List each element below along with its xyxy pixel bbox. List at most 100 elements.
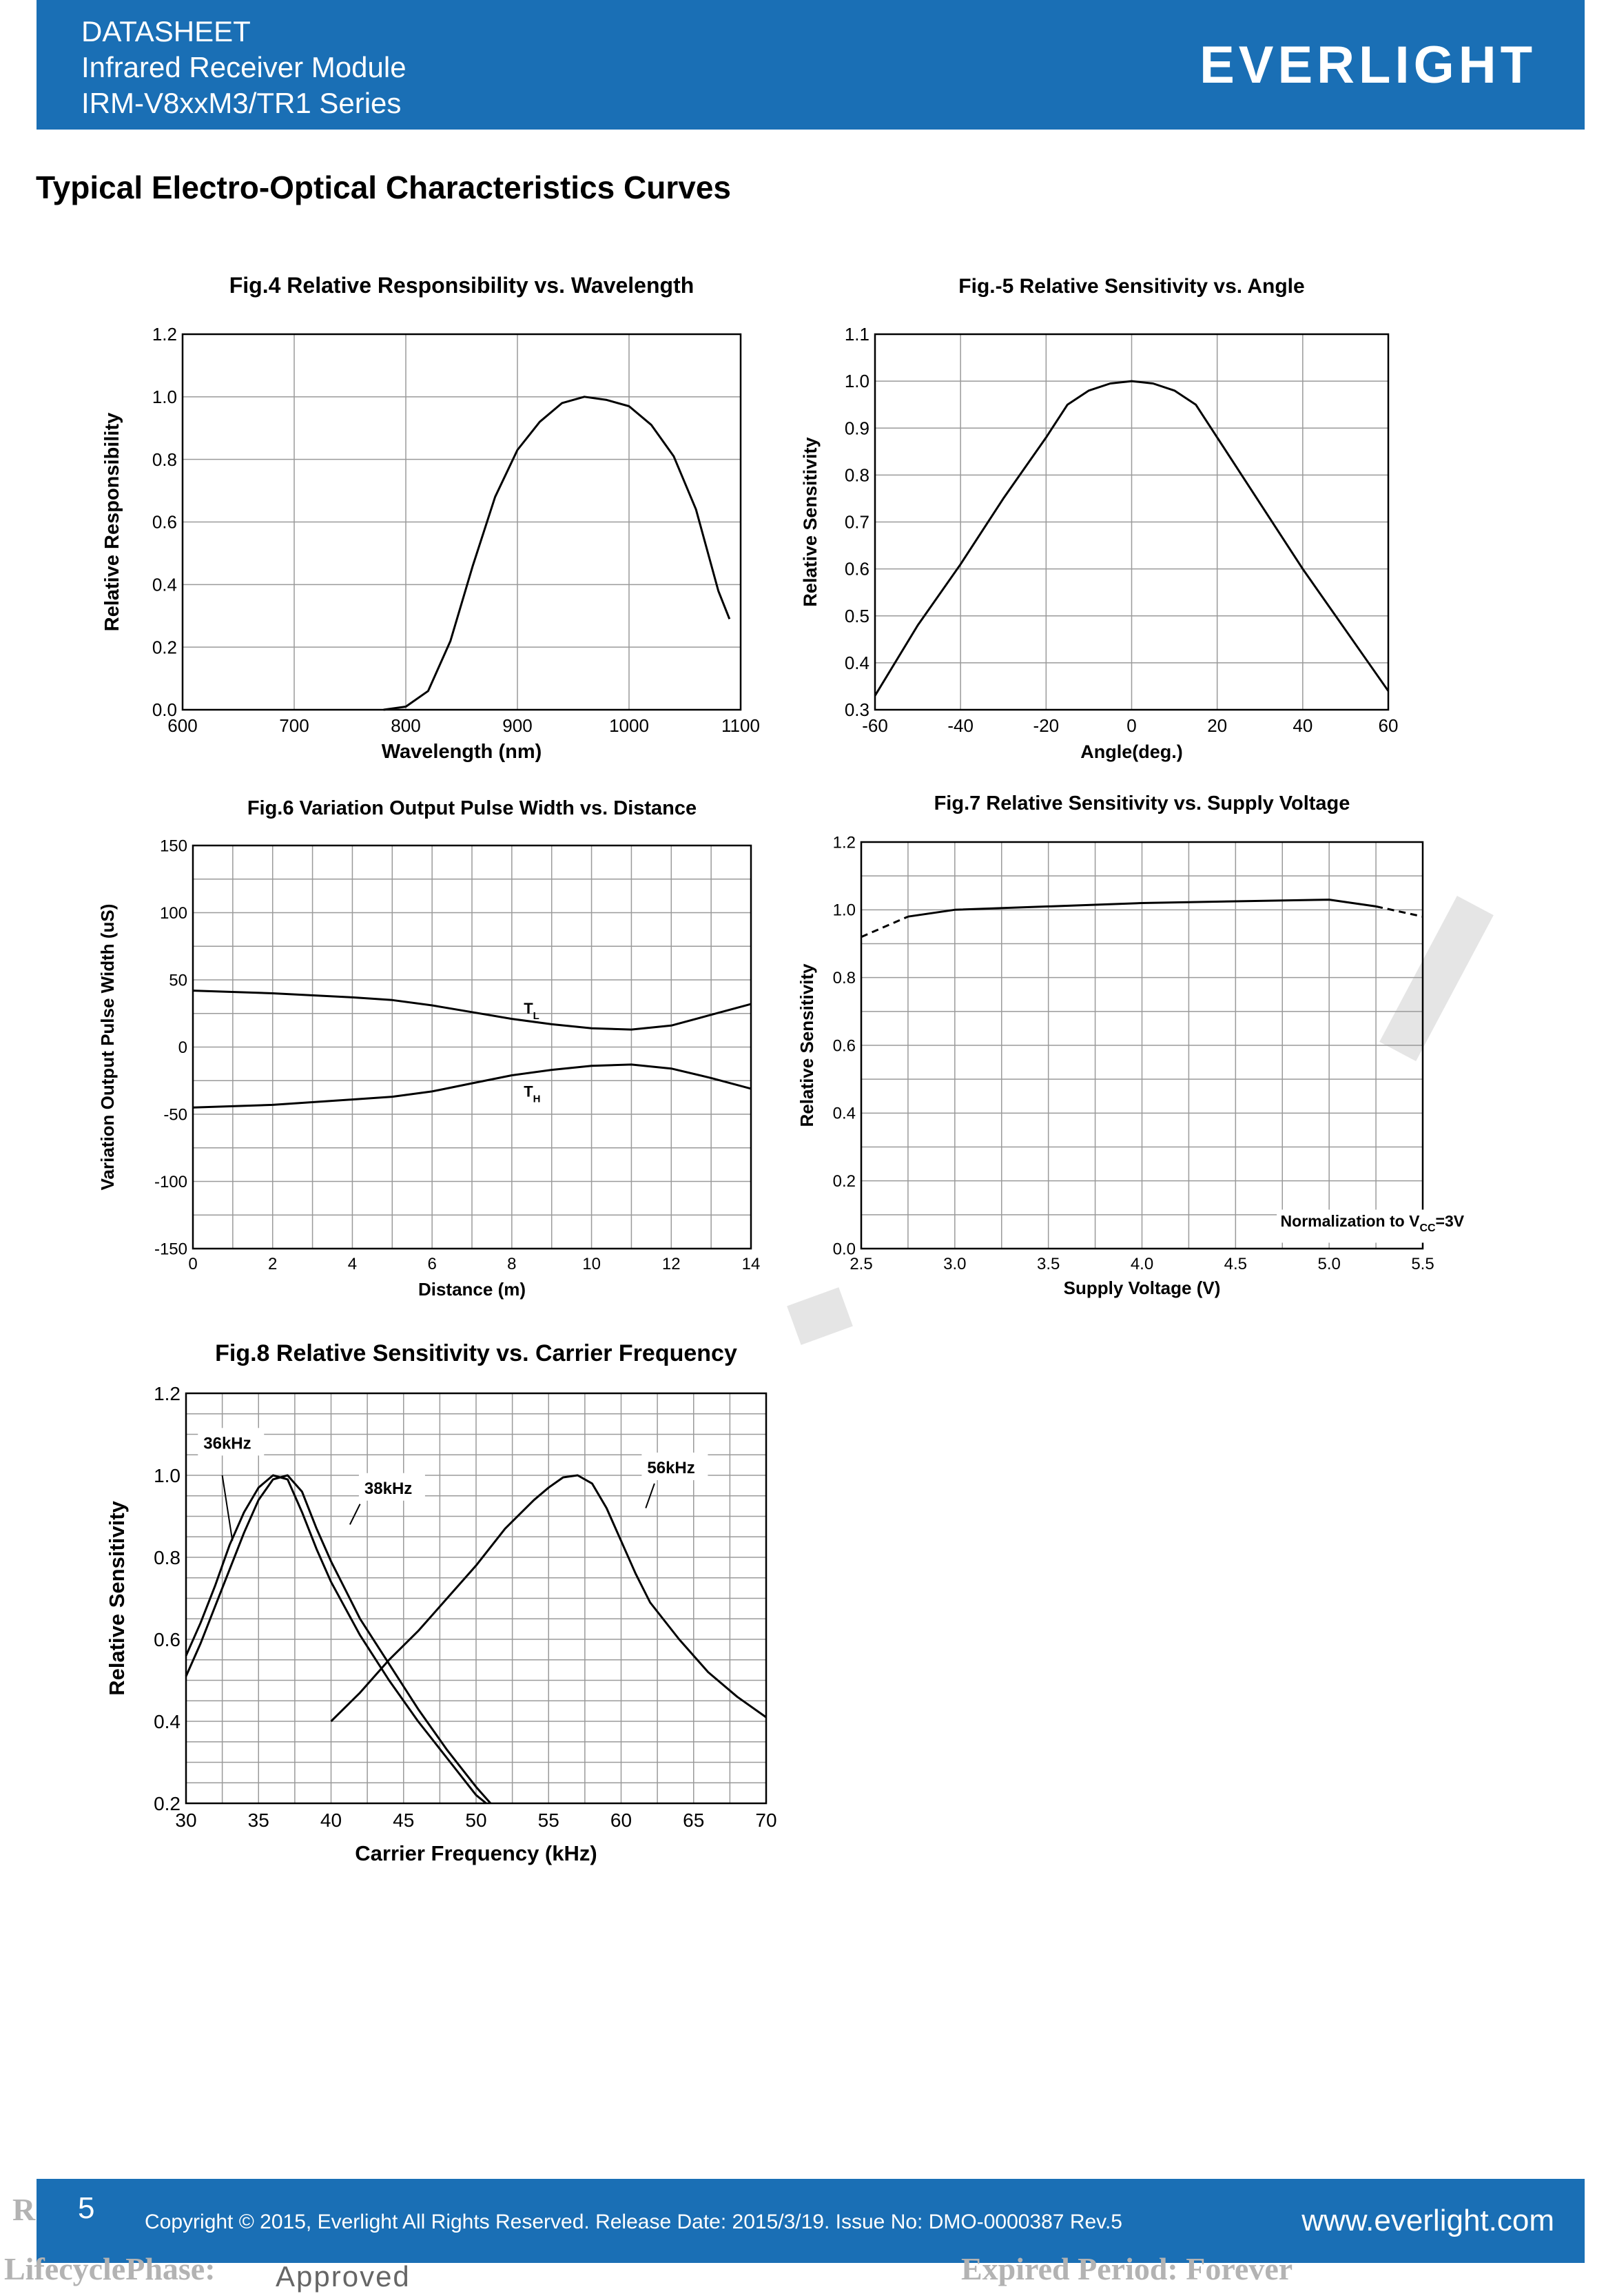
x-tick-label: 0 xyxy=(1126,715,1136,736)
website-link[interactable]: www.everlight.com xyxy=(1301,2204,1554,2237)
fig4-svg: 600 700 800 900 1000 1100 0.0 0.2 0.4 0.6 0.8 1.0 1.… xyxy=(101,273,760,763)
series-label-box xyxy=(198,1428,265,1456)
fig5-chart: -60 -40 -20 0 20 40 60 0.3 0.4 0.5 0.6 0.7 0.8 0.9 1.0… xyxy=(779,265,1426,775)
section-title: Typical Electro-Optical Characteristics … xyxy=(36,170,731,205)
x-tick-label: 4 xyxy=(348,1255,357,1273)
x-tick-label: 60 xyxy=(610,1810,632,1831)
x-tick-label: -20 xyxy=(1033,715,1060,736)
y-tick-label: 0.4 xyxy=(833,1105,856,1123)
fig7-series-line-1 xyxy=(907,899,1377,918)
x-tick-label: 55 xyxy=(538,1810,559,1831)
series-label: 36kHz xyxy=(203,1434,251,1453)
x-tick-label: 3.5 xyxy=(1037,1255,1060,1273)
y-tick-label: 0.0 xyxy=(833,1240,856,1258)
x-axis-label: Distance (m) xyxy=(418,1279,526,1300)
x-tick-label: 65 xyxy=(683,1810,704,1831)
y-tick-label: 1.0 xyxy=(845,371,869,391)
fig6-title: Fig.6 Variation Output Pulse Width vs. D… xyxy=(247,797,697,819)
x-tick-label: 1100 xyxy=(721,715,760,736)
x-axis-label: Carrier Frequency (kHz) xyxy=(355,1841,597,1865)
x-tick-label: 2.5 xyxy=(850,1255,872,1273)
y-tick-label: 0.2 xyxy=(154,1793,181,1814)
fig5-title: Fig.-5 Relative Sensitivity vs. Angle xyxy=(958,275,1304,298)
fig5-grid xyxy=(875,334,1388,710)
y-tick-label: 0.8 xyxy=(833,969,856,987)
y-tick-label: -100 xyxy=(154,1173,187,1191)
x-tick-label: 600 xyxy=(167,715,197,736)
fig4-chart: 600 700 800 900 1000 1100 0.0 0.2 0.4 0.6 0.8 1.0 1.… xyxy=(83,265,772,775)
x-tick-label: 4.0 xyxy=(1131,1255,1153,1273)
x-tick-label: 900 xyxy=(502,715,532,736)
y-tick-label: -50 xyxy=(163,1105,187,1124)
y-tick-label: 1.0 xyxy=(152,387,177,407)
fig8-series-line-0 xyxy=(185,1474,487,1805)
y-tick-label: 0.5 xyxy=(845,606,869,626)
x-tick-label: 800 xyxy=(391,715,420,736)
series-label-pointer xyxy=(349,1504,361,1525)
tl-subscript: L xyxy=(533,1010,539,1022)
y-axis-label: Relative Sensitivity xyxy=(105,1500,129,1695)
y-tick-label: -150 xyxy=(154,1240,187,1258)
fig8-grid xyxy=(186,1393,766,1803)
y-tick-label: 0.8 xyxy=(154,1547,181,1568)
y-axis-label: Relative Sensitivity xyxy=(800,437,821,606)
fig8-svg: 30 35 40 45 50 55 60 65 70 0.2 0.4 0.6 0.8 1.0 1.2 Fig.… xyxy=(105,1340,777,1865)
status-approved: Approved xyxy=(276,2260,411,2293)
fig4-title: Fig.4 Relative Responsibility vs. Wavele… xyxy=(229,273,694,298)
x-tick-label: 35 xyxy=(248,1810,269,1831)
y-tick-label: 100 xyxy=(160,904,187,923)
x-tick-label: 45 xyxy=(393,1810,414,1831)
fig7-series-line-0 xyxy=(861,915,909,939)
fig8-series-line-1 xyxy=(185,1474,492,1804)
expired-period: Expired Period: Forever xyxy=(961,2251,1293,2286)
page-footer: 5 Copyright © 2015, Everlight All Rights… xyxy=(37,2179,1585,2263)
note-subscript: CC xyxy=(1419,1222,1436,1234)
x-tick-label: 12 xyxy=(662,1255,681,1273)
y-axis-label: Variation Output Pulse Width (uS) xyxy=(97,904,118,1191)
y-tick-label: 0.4 xyxy=(154,1711,181,1732)
fig7-svg: 2.5 3.0 3.5 4.0 4.5 5.0 5.5 0.0 0.2 0.4 0.6 0.8 1.0 1… xyxy=(796,792,1505,1298)
y-tick-label: 150 xyxy=(160,837,187,855)
everlight-logo: EVERLIGHT xyxy=(1200,36,1536,94)
y-tick-label: 0.2 xyxy=(152,637,177,657)
tl-label: TL xyxy=(524,1000,539,1022)
y-tick-label: 0.6 xyxy=(833,1036,856,1055)
x-tick-label: -60 xyxy=(862,715,888,736)
y-axis-label: Relative Sensitivity xyxy=(796,963,817,1127)
y-tick-label: 0.6 xyxy=(154,1629,181,1650)
x-axis-label: Supply Voltage (V) xyxy=(1064,1278,1221,1298)
fig7-series-line-2 xyxy=(1375,905,1423,918)
y-tick-label: 0.4 xyxy=(152,574,177,595)
x-tick-label: 1000 xyxy=(609,715,649,736)
fig6-chart: 0 2 4 6 8 10 12 14 -150 -100 -50 0 50 100 150 Fig.6 Var… xyxy=(83,786,772,1309)
x-tick-label: 5.5 xyxy=(1411,1255,1434,1273)
series-label: 56kHz xyxy=(647,1459,694,1477)
y-tick-label: 0.0 xyxy=(152,699,177,720)
fig8-plot-frame xyxy=(185,1392,768,1805)
page-number: 5 xyxy=(78,2191,95,2225)
series-label-pointer xyxy=(221,1475,234,1541)
y-tick-label: 0.9 xyxy=(845,418,869,438)
lifecycle-label: LifecyclePhase: xyxy=(4,2251,216,2286)
fig6-series-line-0 xyxy=(192,990,752,1031)
y-tick-label: 0.4 xyxy=(845,653,869,673)
fig7-title: Fig.7 Relative Sensitivity vs. Supply Vo… xyxy=(934,792,1350,814)
product-name: Infrared Receiver Module xyxy=(81,51,406,83)
series-label: 38kHz xyxy=(364,1479,412,1498)
copyright-text: Copyright © 2015, Everlight All Rights R… xyxy=(145,2211,1122,2233)
y-tick-label: 0.7 xyxy=(845,512,869,533)
y-tick-label: 1.2 xyxy=(833,833,856,852)
y-tick-label: 1.2 xyxy=(152,324,177,345)
y-tick-label: 0.3 xyxy=(845,699,869,720)
x-tick-label: 3.0 xyxy=(943,1255,966,1273)
fig6-svg: 0 2 4 6 8 10 12 14 -150 -100 -50 0 50 100 150 Fig.6 Var… xyxy=(97,797,761,1300)
x-tick-label: 14 xyxy=(742,1255,761,1273)
th-label: TH xyxy=(524,1083,540,1105)
y-tick-label: 0.6 xyxy=(845,559,869,580)
fig8-chart: 30 35 40 45 50 55 60 65 70 0.2 0.4 0.6 0.8 1.0 1.2 Fig.… xyxy=(83,1330,799,1881)
x-tick-label: 700 xyxy=(279,715,309,736)
y-tick-label: 1.0 xyxy=(154,1465,181,1486)
y-tick-label: 0.8 xyxy=(845,464,869,485)
y-tick-label: 50 xyxy=(169,971,187,990)
fig6-plot-frame xyxy=(192,844,752,1250)
